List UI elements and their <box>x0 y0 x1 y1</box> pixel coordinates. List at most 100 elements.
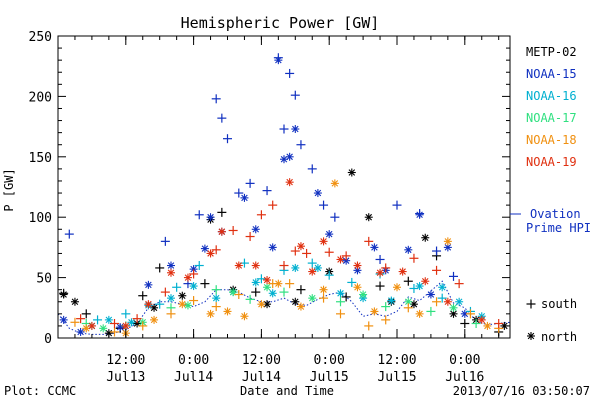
south-point <box>403 303 413 313</box>
north-point <box>178 300 187 309</box>
south-point <box>132 314 142 324</box>
y-tick-label: 250 <box>29 30 52 45</box>
south-point <box>223 134 232 144</box>
south-point <box>437 293 447 303</box>
south-point <box>228 225 238 235</box>
south-point <box>285 68 295 78</box>
north-point <box>387 296 396 305</box>
south-point <box>160 287 170 297</box>
south-point <box>155 263 165 273</box>
south-point <box>279 124 289 134</box>
south-point <box>285 279 295 289</box>
legend-entry: NOAA-19 <box>526 155 577 169</box>
north-point <box>347 168 356 177</box>
south-point <box>454 279 464 289</box>
south-point <box>211 302 221 312</box>
south-point <box>251 287 261 297</box>
north-point <box>398 267 407 276</box>
north-point <box>359 290 368 299</box>
north-point <box>313 189 322 198</box>
north-point <box>449 303 458 312</box>
north-point <box>308 294 317 303</box>
north-point <box>353 261 362 270</box>
south-point <box>160 236 170 246</box>
series-noaa-17 <box>81 283 481 333</box>
south-point <box>319 200 329 210</box>
south-point <box>217 207 227 217</box>
north-point <box>421 233 430 242</box>
north-point <box>268 289 277 298</box>
north-point <box>178 291 187 300</box>
south-point <box>138 291 148 301</box>
south-point <box>155 299 165 309</box>
legend-entry: NOAA-17 <box>526 111 577 125</box>
series-metp-02 <box>59 168 509 338</box>
south-point <box>319 293 329 303</box>
north-point <box>353 283 362 292</box>
series-noaa-15 <box>59 53 469 336</box>
south-point <box>426 306 436 316</box>
south-point <box>245 178 255 188</box>
legend-entry: METP-02 <box>526 45 577 59</box>
y-tick-label: 150 <box>29 151 52 166</box>
north-marker-icon <box>527 332 535 340</box>
footer-credit: Plot: CCMC <box>4 384 76 398</box>
south-point <box>336 309 345 319</box>
y-tick-label: 0 <box>44 332 52 347</box>
north-point <box>296 242 305 251</box>
x-tick-date: Jul14 <box>242 370 281 385</box>
south-point <box>471 319 481 329</box>
south-point <box>189 296 199 306</box>
north-point <box>285 178 294 187</box>
south-point <box>64 229 74 239</box>
series-noaa-19 <box>76 178 504 330</box>
north-point <box>319 237 328 246</box>
south-point <box>307 258 317 268</box>
north-point <box>370 243 379 252</box>
series-noaa-16 <box>87 258 486 330</box>
north-point <box>443 297 452 306</box>
north-point <box>443 237 452 246</box>
north-point <box>70 297 79 306</box>
north-point <box>144 300 153 309</box>
x-tick-date: Jul14 <box>174 370 213 385</box>
north-point <box>415 309 424 318</box>
north-point <box>291 297 300 306</box>
north-point <box>263 283 272 292</box>
north-point <box>183 301 192 310</box>
y-axis-label: P [GW] <box>2 168 16 211</box>
north-point <box>319 285 328 294</box>
south-point <box>375 254 385 264</box>
north-point <box>421 277 430 286</box>
y-tick-label: 200 <box>29 90 52 105</box>
north-point <box>59 290 68 299</box>
north-point <box>263 276 272 285</box>
north-point <box>150 315 159 324</box>
south-point <box>194 261 204 271</box>
north-point <box>308 267 317 276</box>
north-point <box>240 193 249 202</box>
south-point <box>296 140 306 150</box>
north-point <box>251 261 260 270</box>
legend-entry: NOAA-16 <box>526 89 577 103</box>
north-point <box>313 263 322 272</box>
south-point <box>138 321 148 331</box>
south-point <box>110 327 119 337</box>
south-point <box>403 276 413 286</box>
south-point <box>375 281 385 291</box>
south-point <box>194 210 204 220</box>
south-point <box>432 265 442 275</box>
north-point <box>438 283 447 292</box>
south-marker-label: south <box>541 297 577 311</box>
north-point <box>200 244 209 253</box>
north-point <box>167 294 175 303</box>
south-point <box>166 309 176 319</box>
south-point <box>336 297 345 307</box>
south-point <box>268 200 278 210</box>
north-point <box>251 225 260 234</box>
north-point <box>104 315 113 324</box>
north-point <box>189 282 198 291</box>
north-point <box>206 249 215 258</box>
north-point <box>274 279 283 288</box>
x-tick-time: 0:00 <box>314 353 345 368</box>
